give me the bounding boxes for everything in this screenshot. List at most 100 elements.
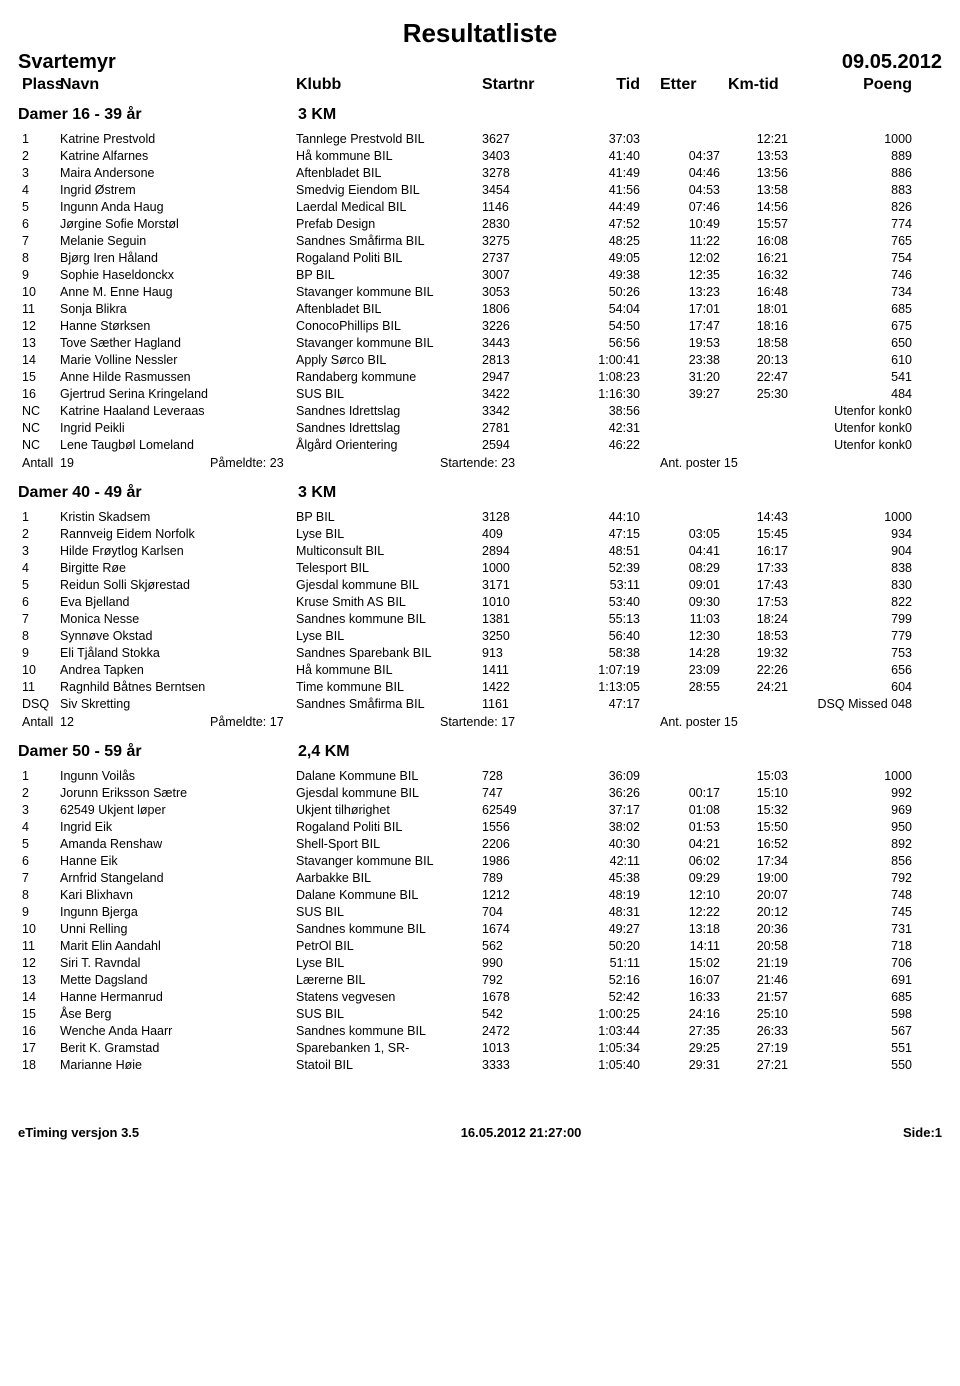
cell-klubb: Time kommune BIL <box>296 680 482 694</box>
cell-navn: Ragnhild Båtnes Berntsen <box>60 680 296 694</box>
table-row: 7Melanie SeguinSandnes Småfirma BIL32754… <box>18 232 942 249</box>
cell-klubb: Dalane Kommune BIL <box>296 888 482 902</box>
cell-kmtid: 15:10 <box>728 786 796 800</box>
page-title: Resultatliste <box>18 18 942 49</box>
cell-navn: Ingrid Peikli <box>60 421 296 435</box>
cell-plass: 13 <box>18 973 60 987</box>
cell-tid: 56:56 <box>538 336 660 350</box>
cell-plass: 9 <box>18 646 60 660</box>
results-group: Damer 40 - 49 år3 KM1Kristin SkadsemBP B… <box>18 484 942 729</box>
summary-pameldte: Påmeldte: 17 <box>210 715 440 729</box>
cell-tid: 48:51 <box>538 544 660 558</box>
cell-klubb: Multiconsult BIL <box>296 544 482 558</box>
cell-startnr: 1212 <box>482 888 538 902</box>
table-row: 7Monica NesseSandnes kommune BIL138155:1… <box>18 610 942 627</box>
cell-etter: 12:30 <box>660 629 728 643</box>
cell-poeng: 822 <box>796 595 916 609</box>
cell-tid: 46:22 <box>538 438 660 452</box>
cell-kmtid: 15:45 <box>728 527 796 541</box>
cell-navn: Katrine Prestvold <box>60 132 296 146</box>
table-row: 9Eli Tjåland StokkaSandnes Sparebank BIL… <box>18 644 942 661</box>
cell-etter: 09:30 <box>660 595 728 609</box>
cell-tid: 49:27 <box>538 922 660 936</box>
table-row: 5Amanda RenshawShell-Sport BIL220640:300… <box>18 835 942 852</box>
footer-left: eTiming versjon 3.5 <box>18 1125 139 1140</box>
cell-startnr: 3226 <box>482 319 538 333</box>
cell-klubb: Lyse BIL <box>296 527 482 541</box>
cell-tid: 45:38 <box>538 871 660 885</box>
cell-klubb: BP BIL <box>296 268 482 282</box>
table-row: 362549 Ukjent løperUkjent tilhørighet625… <box>18 801 942 818</box>
cell-plass: 12 <box>18 956 60 970</box>
cell-etter: 27:35 <box>660 1024 728 1038</box>
cell-kmtid: 15:03 <box>728 769 796 783</box>
cell-startnr: 1146 <box>482 200 538 214</box>
cell-etter: 24:16 <box>660 1007 728 1021</box>
cell-kmtid: 16:48 <box>728 285 796 299</box>
summary-antall-value: 12 <box>60 715 210 729</box>
cell-plass: 11 <box>18 939 60 953</box>
cell-navn: Rannveig Eidem Norfolk <box>60 527 296 541</box>
cell-etter: 12:10 <box>660 888 728 902</box>
cell-plass: NC <box>18 404 60 418</box>
cell-kmtid <box>728 438 796 452</box>
cell-startnr: 2206 <box>482 837 538 851</box>
cell-poeng: 541 <box>796 370 916 384</box>
cell-klubb: Stavanger kommune BIL <box>296 336 482 350</box>
cell-navn: Katrine Haaland Leveraas <box>60 404 296 418</box>
cell-plass: 7 <box>18 234 60 248</box>
cell-poeng: 685 <box>796 990 916 1004</box>
cell-klubb: Randaberg kommune <box>296 370 482 384</box>
cell-startnr: 3333 <box>482 1058 538 1072</box>
cell-kmtid: 25:30 <box>728 387 796 401</box>
cell-poeng: 826 <box>796 200 916 214</box>
cell-etter: 29:25 <box>660 1041 728 1055</box>
cell-poeng: 886 <box>796 166 916 180</box>
cell-navn: Gjertrud Serina Kringeland <box>60 387 296 401</box>
cell-tid: 36:09 <box>538 769 660 783</box>
table-row: 1Kristin SkadsemBP BIL312844:1014:431000 <box>18 508 942 525</box>
group-summary: Antall12Påmeldte: 17Startende: 17Ant. po… <box>18 712 942 729</box>
table-row: 2Jorunn Eriksson SætreGjesdal kommune BI… <box>18 784 942 801</box>
cell-etter: 04:21 <box>660 837 728 851</box>
cell-navn: Mette Dagsland <box>60 973 296 987</box>
cell-etter: 12:02 <box>660 251 728 265</box>
cell-tid: 1:13:05 <box>538 680 660 694</box>
col-etter: Etter <box>660 76 728 94</box>
cell-plass: 14 <box>18 353 60 367</box>
cell-klubb: Sparebanken 1, SR- <box>296 1041 482 1055</box>
cell-plass: NC <box>18 421 60 435</box>
cell-startnr: 2813 <box>482 353 538 367</box>
table-row: 8Kari BlixhavnDalane Kommune BIL121248:1… <box>18 886 942 903</box>
cell-poeng: 706 <box>796 956 916 970</box>
cell-navn: Lene Taugbøl Lomeland <box>60 438 296 452</box>
cell-klubb: Sandnes Sparebank BIL <box>296 646 482 660</box>
cell-navn: Arnfrid Stangeland <box>60 871 296 885</box>
cell-etter: 01:08 <box>660 803 728 817</box>
cell-kmtid: 21:57 <box>728 990 796 1004</box>
cell-startnr: 3171 <box>482 578 538 592</box>
cell-startnr: 542 <box>482 1007 538 1021</box>
cell-startnr: 1678 <box>482 990 538 1004</box>
cell-klubb: Ålgård Orientering <box>296 438 482 452</box>
cell-klubb: Gjesdal kommune BIL <box>296 786 482 800</box>
cell-kmtid <box>728 697 796 711</box>
cell-startnr: 562 <box>482 939 538 953</box>
cell-startnr: 3275 <box>482 234 538 248</box>
cell-startnr: 409 <box>482 527 538 541</box>
table-row: NCKatrine Haaland LeveraasSandnes Idrett… <box>18 402 942 419</box>
cell-tid: 1:07:19 <box>538 663 660 677</box>
cell-poeng: 799 <box>796 612 916 626</box>
cell-poeng: 650 <box>796 336 916 350</box>
cell-navn: Siri T. Ravndal <box>60 956 296 970</box>
cell-kmtid: 15:50 <box>728 820 796 834</box>
cell-plass: 3 <box>18 544 60 558</box>
cell-startnr: 1381 <box>482 612 538 626</box>
cell-tid: 37:03 <box>538 132 660 146</box>
cell-startnr: 62549 <box>482 803 538 817</box>
cell-plass: 3 <box>18 166 60 180</box>
cell-etter: 29:31 <box>660 1058 728 1072</box>
cell-navn: Ingunn Anda Haug <box>60 200 296 214</box>
column-header-row: Plass Navn Klubb Startnr Tid Etter Km-ti… <box>18 74 942 98</box>
cell-plass: 10 <box>18 285 60 299</box>
